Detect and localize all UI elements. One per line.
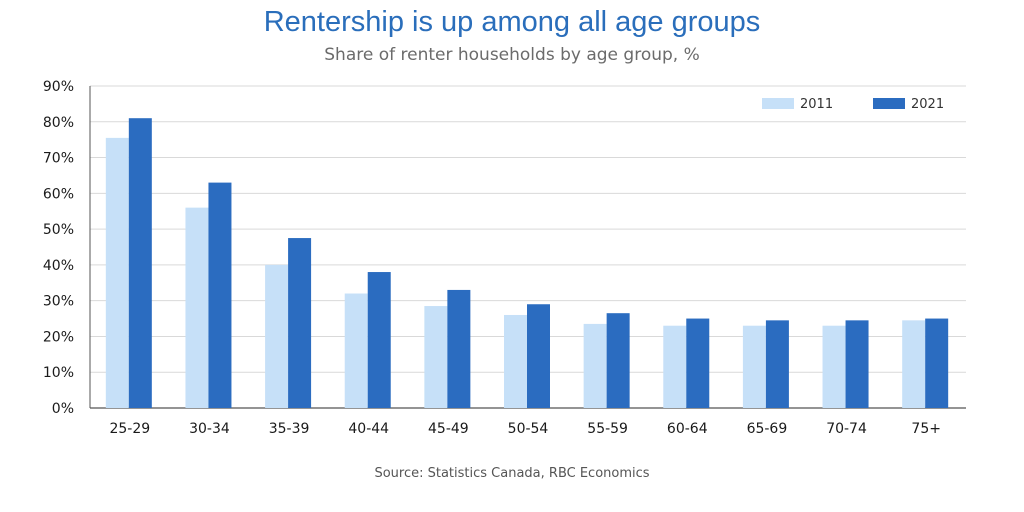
- bar-2011-30-34: [185, 207, 209, 408]
- x-tick-label: 50-54: [508, 421, 549, 437]
- x-tick-label: 60-64: [667, 421, 708, 437]
- bars: [105, 118, 949, 408]
- bar-2011-55-59: [583, 323, 607, 408]
- bar-2011-35-39: [265, 264, 289, 408]
- chart-subtitle: Share of renter households by age group,…: [324, 45, 700, 65]
- bar-2021-55-59: [606, 313, 630, 408]
- legend-swatch-2011: [762, 98, 794, 109]
- x-tick-label: 65-69: [747, 421, 788, 437]
- bar-2021-65-69: [765, 320, 789, 408]
- y-tick-label: 0%: [52, 401, 74, 417]
- y-tick-label: 70%: [43, 151, 74, 167]
- x-tick-label: 25-29: [109, 421, 150, 437]
- bar-2021-60-64: [686, 318, 710, 408]
- x-tick-label: 35-39: [269, 421, 310, 437]
- bar-2021-75+: [925, 318, 949, 408]
- bar-2021-25-29: [128, 118, 152, 408]
- y-tick-label: 30%: [43, 294, 74, 310]
- bar-2011-65-69: [742, 325, 766, 408]
- x-tick-label: 30-34: [189, 421, 230, 437]
- x-tick-label: 45-49: [428, 421, 469, 437]
- y-tick-label: 50%: [43, 222, 74, 238]
- y-axis-ticks: 0% 10% 20% 30% 40% 50% 60% 70% 80% 90%: [43, 79, 74, 417]
- bar-2021-40-44: [367, 272, 391, 408]
- y-tick-label: 60%: [43, 186, 74, 202]
- bar-2011-70-74: [822, 325, 846, 408]
- bar-2021-30-34: [208, 182, 232, 408]
- y-tick-label: 80%: [43, 115, 74, 131]
- bar-2011-45-49: [424, 306, 448, 408]
- bar-2011-40-44: [344, 293, 368, 408]
- y-tick-label: 90%: [43, 79, 74, 95]
- y-tick-label: 10%: [43, 365, 74, 381]
- x-tick-label: 40-44: [348, 421, 389, 437]
- x-tick-label: 55-59: [587, 421, 628, 437]
- legend-label-2011: 2011: [800, 97, 833, 112]
- bar-2011-50-54: [504, 314, 527, 408]
- x-tick-label: 75+: [911, 421, 941, 437]
- y-tick-label: 40%: [43, 258, 74, 274]
- bar-2021-45-49: [447, 289, 471, 408]
- bar-2021-35-39: [288, 238, 312, 408]
- y-tick-label: 20%: [43, 329, 74, 345]
- bar-2011-60-64: [663, 325, 687, 408]
- x-tick-label: 70-74: [826, 421, 867, 437]
- chart-source: Source: Statistics Canada, RBC Economics: [374, 466, 650, 481]
- bar-2011-75+: [902, 320, 926, 408]
- x-axis-ticks: 25-29 30-34 35-39 40-44 45-49 50-54 55-59 60-64…: [109, 421, 940, 437]
- legend: 2011 2021: [762, 97, 944, 112]
- chart-title: Rentership is up among all age groups: [263, 6, 761, 38]
- bar-2021-70-74: [845, 320, 869, 408]
- bar-2021-50-54: [527, 304, 550, 408]
- legend-swatch-2021: [873, 98, 905, 109]
- legend-label-2021: 2021: [911, 97, 944, 112]
- bar-2011-25-29: [105, 137, 129, 408]
